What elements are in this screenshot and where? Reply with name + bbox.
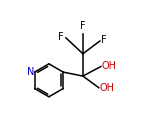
Text: OH: OH: [100, 83, 115, 93]
Text: F: F: [58, 32, 64, 42]
Text: OH: OH: [102, 61, 117, 71]
Text: F: F: [80, 21, 86, 31]
Text: F: F: [101, 35, 107, 45]
Text: N: N: [27, 67, 34, 77]
